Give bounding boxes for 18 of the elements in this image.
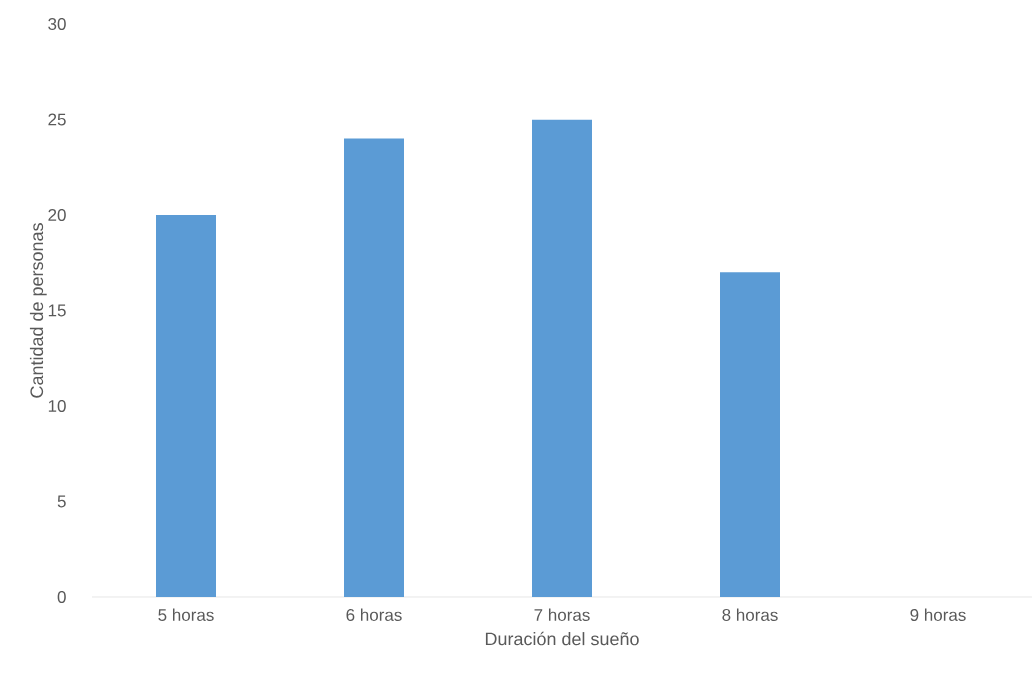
y-tick-label: 15 <box>48 304 66 317</box>
bar <box>532 119 592 597</box>
y-axis-title: Cantidad de personas <box>29 223 47 398</box>
bar <box>720 272 780 597</box>
x-tick-label: 9 horas <box>910 608 966 622</box>
x-axis-title: Duración del sueño <box>485 631 639 646</box>
y-tick-label: 10 <box>48 399 66 413</box>
x-tick-label: 5 horas <box>158 608 214 622</box>
y-tick-label: 30 <box>48 17 66 31</box>
bar <box>156 214 217 597</box>
bar <box>344 138 404 597</box>
y-tick-label: 25 <box>48 113 66 126</box>
x-tick-label: 7 horas <box>534 608 590 622</box>
y-tick-label: 5 <box>57 495 66 508</box>
y-tick-label: 20 <box>48 208 66 222</box>
x-tick-label: 8 horas <box>722 608 778 622</box>
x-tick-label: 6 horas <box>346 608 402 622</box>
y-tick-label: 0 <box>57 590 66 604</box>
